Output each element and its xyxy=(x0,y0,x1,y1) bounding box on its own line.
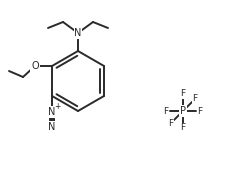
Text: F: F xyxy=(192,94,197,103)
Text: F: F xyxy=(197,107,202,116)
Text: F: F xyxy=(180,89,185,98)
Text: N: N xyxy=(48,107,55,117)
Text: N: N xyxy=(48,122,55,132)
Text: P: P xyxy=(179,106,185,116)
Text: O: O xyxy=(31,61,39,71)
Text: F: F xyxy=(168,119,173,128)
Text: N: N xyxy=(74,28,81,38)
Text: +: + xyxy=(54,102,60,112)
Text: F: F xyxy=(180,124,185,133)
Text: F: F xyxy=(163,107,168,116)
